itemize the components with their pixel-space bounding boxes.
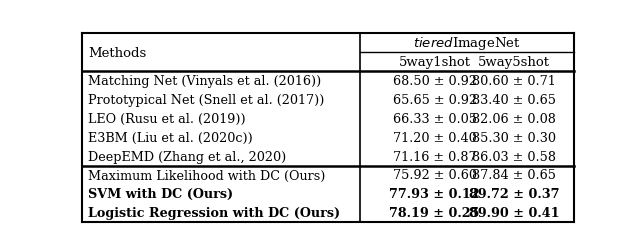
Text: 75.92 ± 0.60: 75.92 ± 0.60 bbox=[393, 169, 477, 182]
Text: 66.33 ± 0.05: 66.33 ± 0.05 bbox=[393, 112, 477, 125]
Text: 86.03 ± 0.58: 86.03 ± 0.58 bbox=[472, 150, 556, 163]
Text: Maximum Likelihood with DC (Ours): Maximum Likelihood with DC (Ours) bbox=[88, 169, 326, 182]
Text: 89.90 ± 0.41: 89.90 ± 0.41 bbox=[468, 206, 559, 219]
Text: 68.50 ± 0.92: 68.50 ± 0.92 bbox=[393, 75, 477, 88]
Text: Matching Net (Vinyals et al. (2016)): Matching Net (Vinyals et al. (2016)) bbox=[88, 75, 322, 88]
Text: 85.30 ± 0.30: 85.30 ± 0.30 bbox=[472, 131, 556, 144]
Text: 82.06 ± 0.08: 82.06 ± 0.08 bbox=[472, 112, 556, 125]
Text: Methods: Methods bbox=[88, 46, 147, 59]
Text: 71.16 ± 0.87: 71.16 ± 0.87 bbox=[393, 150, 476, 163]
Text: 87.84 ± 0.65: 87.84 ± 0.65 bbox=[472, 169, 556, 182]
Text: Prototypical Net (Snell et al. (2017)): Prototypical Net (Snell et al. (2017)) bbox=[88, 93, 325, 107]
Text: E3BM (Liu et al. (2020c)): E3BM (Liu et al. (2020c)) bbox=[88, 131, 253, 144]
Text: 5way1shot: 5way1shot bbox=[399, 56, 470, 69]
Text: 77.93 ± 0.12: 77.93 ± 0.12 bbox=[389, 188, 480, 201]
Text: 5way5shot: 5way5shot bbox=[478, 56, 550, 69]
Text: 83.40 ± 0.65: 83.40 ± 0.65 bbox=[472, 93, 556, 107]
Text: 80.60 ± 0.71: 80.60 ± 0.71 bbox=[472, 75, 556, 88]
Text: 89.72 ± 0.37: 89.72 ± 0.37 bbox=[468, 188, 559, 201]
Text: 78.19 ± 0.25: 78.19 ± 0.25 bbox=[390, 206, 480, 219]
Text: $\it{tiered}$ImageNet: $\it{tiered}$ImageNet bbox=[413, 35, 521, 52]
Text: DeepEMD (Zhang et al., 2020): DeepEMD (Zhang et al., 2020) bbox=[88, 150, 287, 163]
Text: LEO (Rusu et al. (2019)): LEO (Rusu et al. (2019)) bbox=[88, 112, 246, 125]
Text: Logistic Regression with DC (Ours): Logistic Regression with DC (Ours) bbox=[88, 206, 340, 219]
Text: 65.65 ± 0.92: 65.65 ± 0.92 bbox=[392, 93, 477, 107]
Text: SVM with DC (Ours): SVM with DC (Ours) bbox=[88, 188, 234, 201]
Text: 71.20 ± 0.40: 71.20 ± 0.40 bbox=[393, 131, 477, 144]
